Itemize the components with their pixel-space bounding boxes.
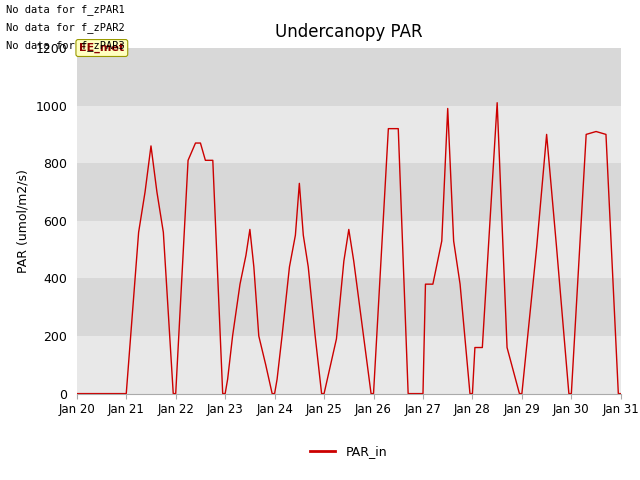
Text: No data for f_zPAR1: No data for f_zPAR1 [6,4,125,15]
Title: Undercanopy PAR: Undercanopy PAR [275,23,422,41]
Text: No data for f_zPAR3: No data for f_zPAR3 [6,40,125,51]
Bar [77,48,621,106]
Bar [77,106,621,163]
Bar [77,336,621,394]
Bar [77,278,621,336]
Bar [77,221,621,278]
Y-axis label: PAR (umol/m2/s): PAR (umol/m2/s) [17,169,29,273]
Bar [77,163,621,221]
Legend: PAR_in: PAR_in [305,440,392,463]
Text: No data for f_zPAR2: No data for f_zPAR2 [6,22,125,33]
Text: EE_met: EE_met [79,43,124,53]
